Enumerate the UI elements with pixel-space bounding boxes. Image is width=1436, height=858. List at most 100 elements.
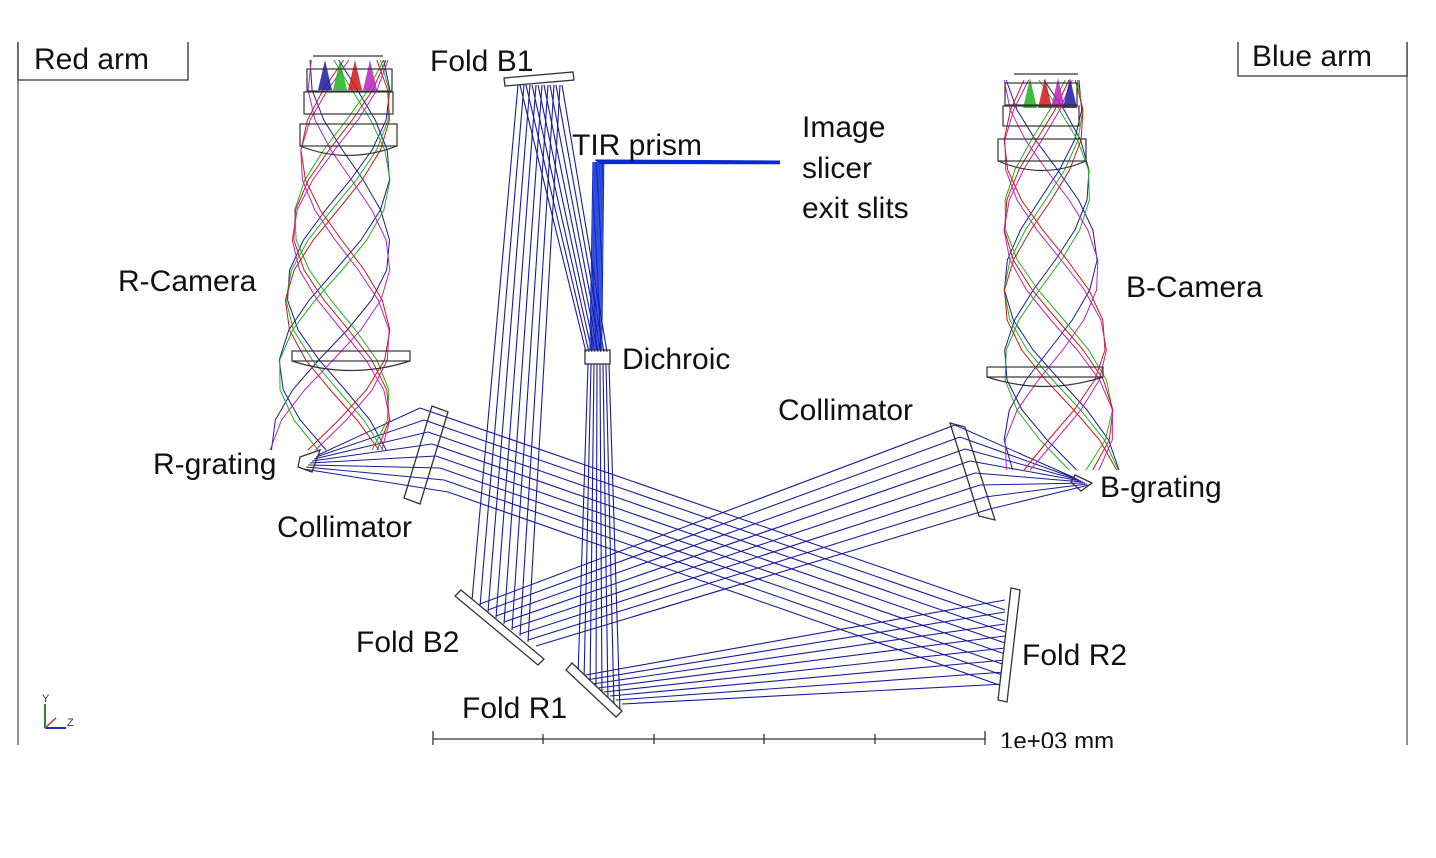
r-camera-ray [285, 59, 390, 451]
r-camera-ray [300, 59, 391, 451]
fold-r2-label: Fold R2 [1022, 639, 1127, 672]
b-camera-ray [1003, 79, 1119, 471]
ray-r1-to-r2 [609, 659, 1006, 697]
ray-r2-to-red-collimator [419, 407, 1006, 611]
ray-blue-collimator-to-grating [954, 424, 1076, 479]
ray-r1-to-r2 [597, 635, 1006, 689]
fold-b2-label: Fold B2 [356, 626, 459, 659]
ray-r1-to-r2 [579, 599, 1006, 677]
b-grating-label: B-grating [1100, 471, 1222, 504]
bottom-margin [0, 748, 1436, 858]
axis-z-label: Z [67, 717, 74, 729]
red-arm-label: Red arm [34, 43, 149, 76]
axis-triad-icon: Y Z [42, 693, 74, 729]
b-camera-ray [1004, 79, 1090, 471]
red-collimator-label: Collimator [277, 511, 412, 544]
blue-collimator-label: Collimator [778, 394, 913, 427]
ray-b2-to-blue-collimator [535, 508, 991, 647]
dichroic-element [584, 349, 611, 365]
r-camera-body [291, 55, 411, 372]
ray-b2-to-blue-collimator [527, 496, 986, 641]
ray-red-collimator-to-grating [313, 431, 429, 460]
ray-b2-to-blue-collimator [487, 436, 961, 611]
ray-r2-to-red-collimator [447, 491, 1006, 688]
ray-blue-collimator-to-grating [974, 472, 1084, 483]
ray-r1-to-r2 [585, 611, 1006, 681]
b-grating [1070, 474, 1094, 492]
ray-b1-to-dichroic [525, 84, 590, 353]
ray-r1-to-r2 [621, 683, 1006, 705]
r-camera-ray [269, 59, 391, 451]
ray-dichroic-to-r1 [599, 363, 603, 697]
ray-blue-collimator-to-grating [964, 448, 1080, 481]
fold-b2-mirror [454, 589, 545, 666]
ray-dichroic-to-r1 [602, 363, 609, 702]
b-camera-focus-cone [1063, 78, 1077, 108]
ray-blue-collimator-to-grating [969, 460, 1082, 482]
blue-arm-label: Blue arm [1252, 40, 1372, 73]
slit-ray [592, 161, 596, 351]
component-labels: Fold B1 TIR prism Image slicer exit slit… [118, 45, 1263, 725]
ray-dichroic-to-r1 [583, 363, 592, 682]
ray-red-collimator-to-grating [317, 407, 421, 456]
b-camera-ray [1004, 79, 1107, 471]
ray-dichroic-to-r1 [577, 363, 589, 677]
image-slicer-label-1: Image [802, 111, 885, 144]
b-camera-body [986, 73, 1104, 388]
r-camera-ray [300, 59, 390, 451]
r-camera-ray [291, 59, 391, 451]
b-camera-ray [1003, 79, 1113, 471]
optical-components [297, 71, 1094, 718]
ray-b1-to-b2 [495, 84, 537, 619]
ray-dichroic-to-r1 [595, 363, 598, 692]
b-camera-focus-cone [1023, 78, 1037, 108]
blue-collimator-lens [949, 422, 996, 521]
ray-red-collimator-to-grating [307, 464, 441, 469]
r-camera-focus-cone [348, 60, 362, 90]
ray-b2-to-blue-collimator [479, 424, 956, 605]
ray-b1-to-dichroic [543, 84, 599, 353]
ray-b1-to-b2 [479, 84, 525, 607]
ray-b1-to-b2 [519, 84, 555, 637]
red-arm-box: Red arm [17, 42, 189, 81]
ray-blue-collimator-to-grating [984, 483, 1088, 498]
b-camera-focus-cone [1038, 78, 1052, 108]
ray-b2-to-blue-collimator [511, 472, 976, 629]
b-camera-ray [1003, 79, 1120, 471]
r-grating [297, 448, 322, 473]
ray-bundles [269, 59, 1120, 712]
ray-b2-to-blue-collimator [503, 460, 971, 623]
fold-b1-mirror [503, 71, 575, 87]
b-camera-ray [1003, 79, 1099, 471]
b-camera-label: B-Camera [1126, 271, 1263, 304]
image-slicer-label-3: exit slits [802, 192, 909, 225]
r-camera-ray [284, 59, 390, 451]
slit-ray [599, 161, 604, 351]
ray-b1-to-dichroic [519, 84, 587, 353]
tir-prism-label: TIR prism [572, 129, 702, 162]
ray-r1-to-r2 [603, 647, 1006, 693]
ray-b1-to-dichroic [555, 84, 605, 353]
ray-dichroic-to-r1 [608, 363, 621, 712]
ray-r2-to-red-collimator [431, 443, 1006, 644]
ray-red-collimator-to-grating [309, 455, 437, 464]
ray-b1-to-b2 [487, 84, 531, 613]
dichroic-label: Dichroic [622, 343, 730, 376]
ray-r2-to-red-collimator [423, 419, 1006, 622]
red-collimator-lens [403, 405, 449, 505]
ray-r1-to-r2 [615, 671, 1006, 701]
ray-red-collimator-to-grating [311, 443, 433, 462]
ray-blue-collimator-to-grating [959, 436, 1078, 480]
r-camera-focus-cone [333, 60, 347, 90]
r-camera-ray [270, 59, 391, 451]
blue-arm-box: Blue arm [1237, 40, 1408, 77]
r-camera-focus-cone [318, 60, 332, 90]
ray-b1-to-b2 [503, 84, 543, 625]
ray-blue-collimator-to-grating [979, 482, 1086, 486]
ray-b1-to-dichroic [561, 84, 608, 353]
fold-b1-label: Fold B1 [430, 45, 533, 78]
slit-ray [601, 161, 605, 351]
ray-r2-to-red-collimator [439, 467, 1006, 666]
ray-b1-to-dichroic [549, 84, 602, 353]
ray-red-collimator-to-grating [303, 468, 449, 493]
